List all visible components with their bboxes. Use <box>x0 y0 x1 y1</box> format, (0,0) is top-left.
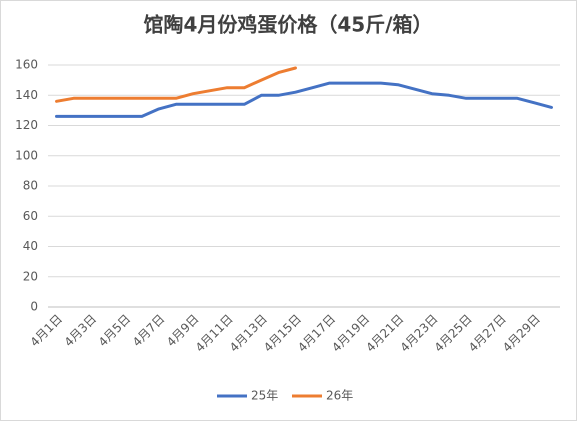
legend-label: 26年 <box>326 389 353 403</box>
y-tick-label: 120 <box>15 118 38 132</box>
legend-label: 25年 <box>251 389 278 403</box>
y-tick-label: 20 <box>23 269 38 283</box>
series-line <box>55 66 297 103</box>
y-tick-label: 100 <box>15 148 38 162</box>
y-tick-label: 80 <box>23 179 38 193</box>
y-tick-label: 60 <box>23 209 38 223</box>
y-tick-label: 40 <box>23 239 38 253</box>
y-tick-label: 140 <box>15 88 38 102</box>
y-tick-label: 0 <box>30 300 38 314</box>
series-line <box>55 81 553 118</box>
y-tick-label: 160 <box>15 58 38 72</box>
chart-title: 馆陶4月份鸡蛋价格（45斤/箱） <box>143 13 432 37</box>
